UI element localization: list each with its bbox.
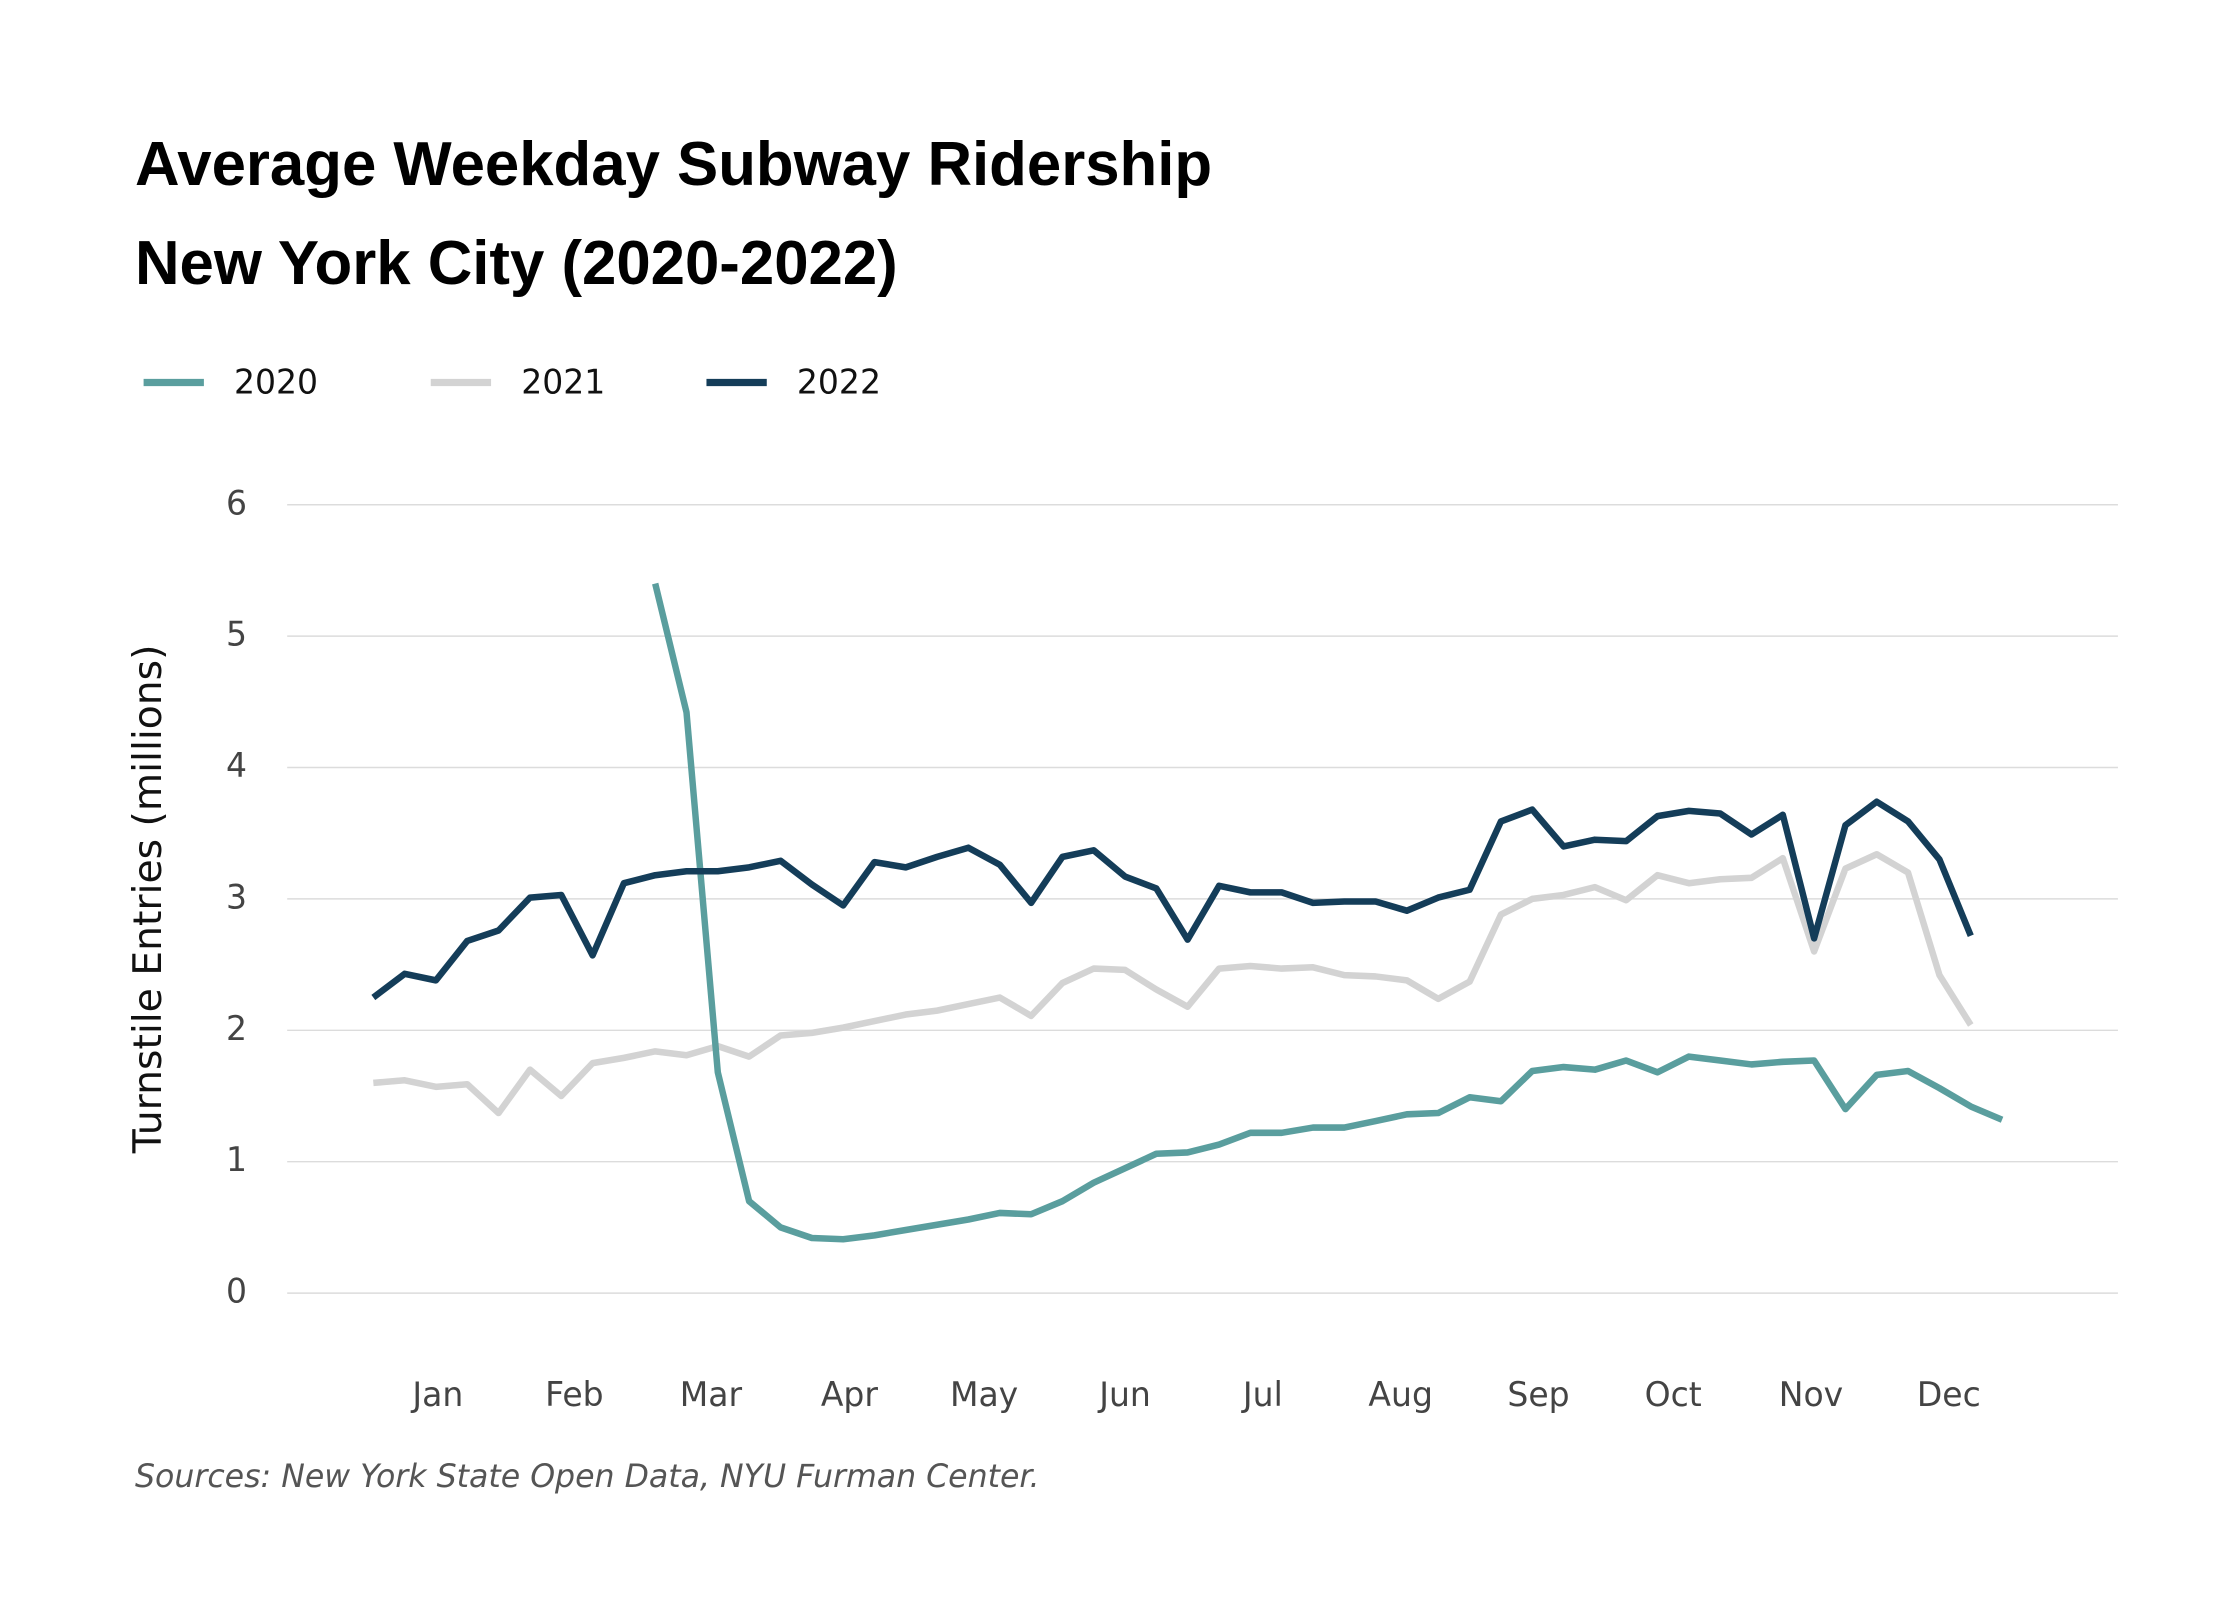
x-tick-label: Jun <box>1097 1375 1151 1414</box>
chart-title: New York City (2020-2022) <box>135 229 898 298</box>
x-tick-label: Nov <box>1779 1375 1843 1414</box>
legend-label: 2020 <box>234 362 318 401</box>
x-tick-label: May <box>950 1375 1018 1414</box>
legend-label: 2021 <box>521 362 605 401</box>
x-tick-label: Dec <box>1917 1375 1981 1414</box>
y-tick-label: 2 <box>226 1009 247 1048</box>
legend-label: 2022 <box>797 362 881 401</box>
y-tick-label: 1 <box>226 1140 247 1179</box>
y-tick-label: 4 <box>226 746 247 785</box>
x-tick-label: Aug <box>1368 1375 1432 1414</box>
series-line <box>371 798 1974 1001</box>
x-tick-label: Oct <box>1645 1375 1702 1414</box>
y-tick-label: 0 <box>226 1271 247 1310</box>
x-tick-label: Jan <box>410 1375 463 1414</box>
x-tick-label: Sep <box>1507 1375 1569 1414</box>
x-tick-label: Mar <box>680 1375 743 1414</box>
source-note: Sources: New York State Open Data, NYU F… <box>135 1458 1040 1495</box>
y-tick-label: 3 <box>226 877 247 916</box>
x-tick-label: Apr <box>821 1375 878 1414</box>
chart-title: Average Weekday Subway Ridership <box>135 130 1212 199</box>
x-tick-label: Feb <box>545 1375 603 1414</box>
x-tick-label: Jul <box>1241 1375 1283 1414</box>
y-tick-label: 5 <box>226 614 247 653</box>
y-axis-label: Turnstile Entries (millions) <box>126 645 171 1155</box>
series-line <box>373 850 1974 1117</box>
y-tick-label: 6 <box>226 483 247 522</box>
series-line <box>652 582 2004 1243</box>
